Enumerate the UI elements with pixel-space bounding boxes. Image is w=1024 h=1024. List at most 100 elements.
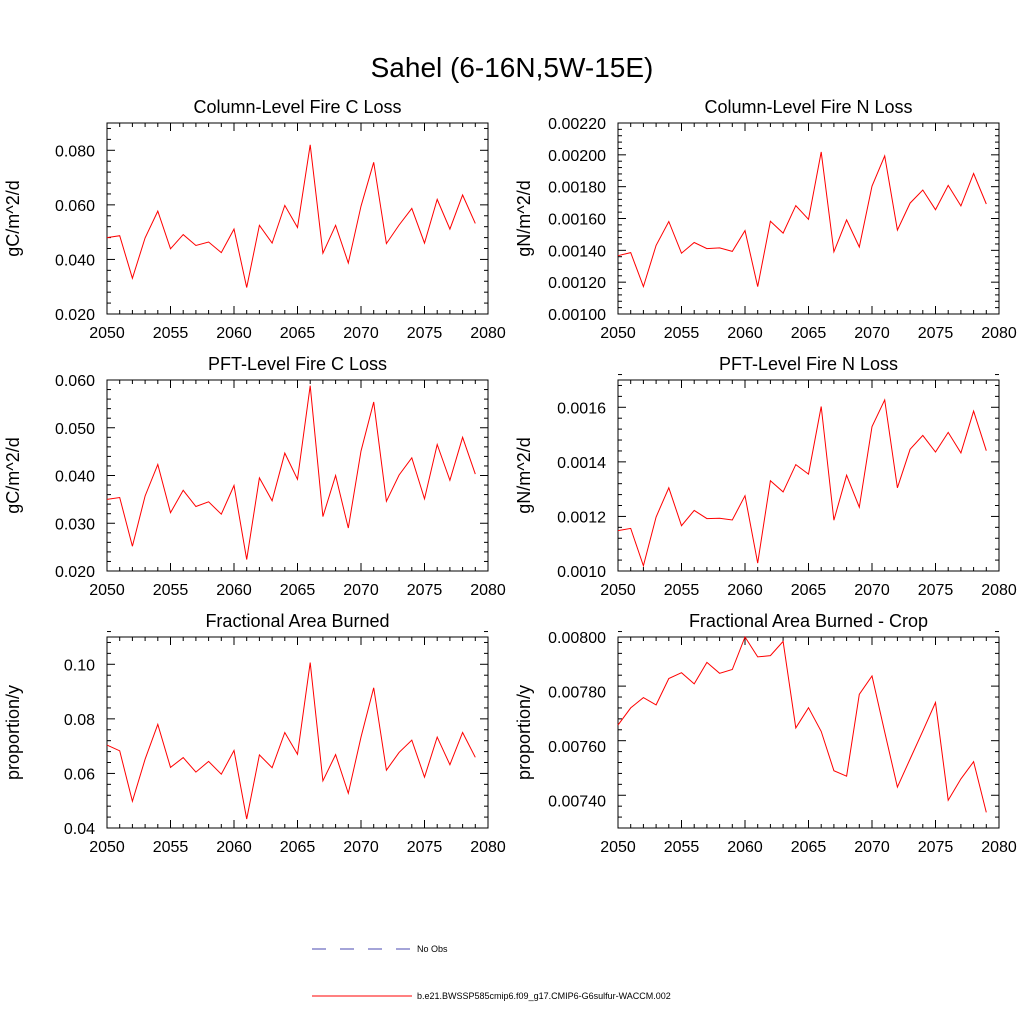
x-tick-label: 2055: [664, 582, 700, 599]
panel-title: Column-Level Fire C Loss: [193, 97, 401, 117]
panel-5: 2050 2055 2060 2065 2070 2075 2080 0.04 0.06 0.08…: [3, 611, 506, 856]
plot-frame: [617, 636, 1000, 829]
x-tick-label: 2060: [727, 325, 763, 342]
x-tick-label: 2080: [981, 839, 1017, 856]
y-tick-label: 0.060: [55, 198, 95, 215]
x-tick-label: 2075: [918, 325, 954, 342]
panel-title: PFT-Level Fire N Loss: [719, 354, 898, 374]
y-tick-label: 0.00740: [548, 794, 606, 811]
y-tick-label: 0.050: [55, 421, 95, 438]
x-tick-label: 2080: [981, 325, 1017, 342]
plot-frame: [617, 379, 1000, 572]
x-tick-label: 2065: [280, 325, 316, 342]
figure-title: Sahel (6-16N,5W-15E): [371, 52, 654, 83]
panel-title: PFT-Level Fire C Loss: [208, 354, 387, 374]
series-line: [617, 151, 987, 289]
x-tick-label: 2055: [153, 839, 189, 856]
x-tick-label: 2070: [854, 582, 890, 599]
y-tick-label: 0.080: [55, 143, 95, 160]
panels: 2050 2055 2060 2065 2070 2075 2080 0.020 0.040 0.…: [3, 97, 1017, 856]
panel-4: 2050 2055 2060 2065 2070 2075 2080 0.0010 0.0012…: [514, 354, 1017, 599]
y-tick-label: 0.00760: [548, 739, 606, 756]
y-tick-label: 0.06: [64, 766, 95, 783]
x-tick-label: 2065: [791, 582, 827, 599]
y-tick-label: 0.020: [55, 307, 95, 324]
x-tick-label: 2065: [280, 582, 316, 599]
x-tick-label: 2060: [727, 582, 763, 599]
y-tick-label: 0.00140: [548, 243, 606, 260]
y-tick-label: 0.04: [64, 821, 95, 838]
x-tick-label: 2075: [407, 839, 443, 856]
x-tick-label: 2070: [343, 325, 379, 342]
y-tick-label: 0.00120: [548, 275, 606, 292]
y-tick-label: 0.020: [55, 564, 95, 581]
y-tick-label: 0.00220: [548, 116, 606, 133]
x-tick-label: 2075: [918, 582, 954, 599]
series-line: [617, 398, 987, 568]
x-tick-label: 2055: [664, 839, 700, 856]
y-axis-label: gC/m^2/d: [3, 180, 23, 256]
series-line: [617, 635, 987, 813]
y-tick-label: 0.060: [55, 373, 95, 390]
x-tick-label: 2080: [470, 582, 506, 599]
x-tick-label: 2080: [470, 839, 506, 856]
y-tick-label: 0.0016: [557, 400, 606, 417]
y-axis-label: gC/m^2/d: [3, 437, 23, 513]
y-tick-label: 0.0014: [557, 455, 606, 472]
x-tick-label: 2050: [600, 839, 636, 856]
x-tick-label: 2060: [216, 582, 252, 599]
y-tick-label: 0.040: [55, 469, 95, 486]
x-tick-label: 2060: [216, 325, 252, 342]
x-tick-label: 2080: [470, 325, 506, 342]
y-tick-label: 0.0010: [557, 564, 606, 581]
x-tick-label: 2070: [343, 582, 379, 599]
x-tick-label: 2075: [407, 582, 443, 599]
x-tick-label: 2060: [727, 839, 763, 856]
y-axis-label: gN/m^2/d: [514, 437, 534, 513]
panel-title: Fractional Area Burned - Crop: [689, 611, 928, 631]
y-axis-label: proportion/y: [514, 685, 534, 780]
x-tick-label: 2050: [89, 839, 125, 856]
y-tick-label: 0.00180: [548, 180, 606, 197]
panel-title: Column-Level Fire N Loss: [704, 97, 912, 117]
x-tick-label: 2050: [89, 325, 125, 342]
y-tick-label: 0.00200: [548, 148, 606, 165]
panel-3: 2050 2055 2060 2065 2070 2075 2080 0.020 0.030 0.…: [3, 354, 506, 599]
plot-frame: [106, 122, 489, 315]
y-tick-label: 0.00160: [548, 212, 606, 229]
y-tick-label: 0.08: [64, 712, 95, 729]
legend: No Obs b.e21.BWSSP585cmip6.f09_g17.CMIP6…: [312, 944, 671, 1001]
y-tick-label: 0.00100: [548, 307, 606, 324]
x-tick-label: 2070: [343, 839, 379, 856]
series-line: [106, 144, 476, 288]
panel-title: Fractional Area Burned: [205, 611, 389, 631]
y-axis-label: gN/m^2/d: [514, 180, 534, 256]
x-tick-label: 2050: [600, 582, 636, 599]
x-tick-label: 2065: [280, 839, 316, 856]
y-tick-label: 0.10: [64, 657, 95, 674]
panel-1: 2050 2055 2060 2065 2070 2075 2080 0.020 0.040 0.…: [3, 97, 506, 342]
x-tick-label: 2075: [918, 839, 954, 856]
x-tick-label: 2070: [854, 325, 890, 342]
series-line: [106, 385, 476, 560]
y-tick-label: 0.00780: [548, 685, 606, 702]
x-tick-label: 2050: [600, 325, 636, 342]
x-tick-label: 2055: [153, 325, 189, 342]
x-tick-label: 2075: [407, 325, 443, 342]
x-tick-label: 2055: [664, 325, 700, 342]
plot-frame: [106, 379, 489, 572]
panel-6: 2050 2055 2060 2065 2070 2075 2080 0.00740 0.007…: [514, 611, 1017, 856]
series-line: [106, 662, 476, 820]
x-tick-label: 2060: [216, 839, 252, 856]
x-tick-label: 2080: [981, 582, 1017, 599]
x-tick-label: 2050: [89, 582, 125, 599]
y-tick-label: 0.040: [55, 252, 95, 269]
legend-series-label: b.e21.BWSSP585cmip6.f09_g17.CMIP6-G6sulf…: [417, 991, 671, 1001]
x-tick-label: 2070: [854, 839, 890, 856]
panel-2: 2050 2055 2060 2065 2070 2075 2080 0.00100 0.001…: [514, 97, 1017, 342]
x-tick-label: 2065: [791, 839, 827, 856]
y-axis-label: proportion/y: [3, 685, 23, 780]
y-tick-label: 0.0012: [557, 509, 606, 526]
plot-frame: [106, 636, 489, 829]
